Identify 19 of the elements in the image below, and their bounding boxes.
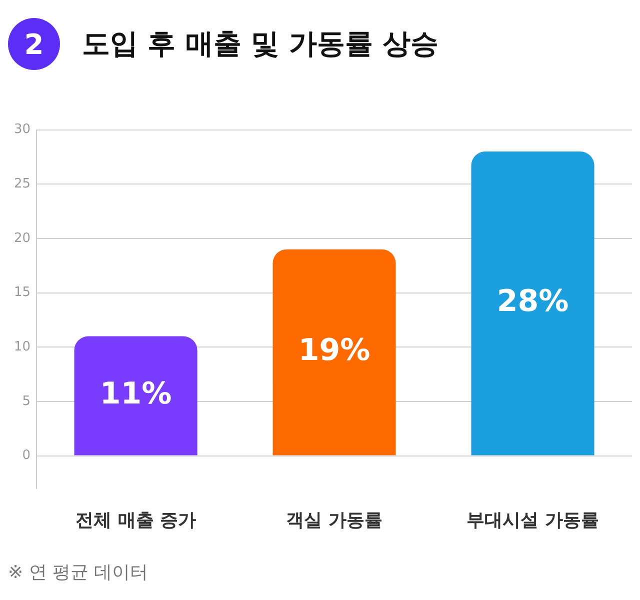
- x-tick-label: 부대시설 가동률: [466, 510, 599, 531]
- x-tick-label: 전체 매출 증가: [76, 510, 196, 531]
- y-tick-label: 25: [14, 176, 31, 192]
- x-tick-label: 객실 가동률: [286, 510, 382, 531]
- data-label: 11%: [100, 376, 172, 412]
- y-tick-label: 15: [14, 285, 31, 300]
- y-tick-label: 0: [22, 448, 31, 464]
- data-label: 28%: [496, 284, 569, 320]
- number-badge: 2: [8, 18, 60, 70]
- y-tick-label: 20: [14, 230, 31, 246]
- y-tick-label: 30: [14, 122, 31, 138]
- chart-title: 도입 후 매출 및 가동률 상승: [82, 26, 439, 62]
- bar: [272, 249, 396, 456]
- text: ※ 연 평균 데이터: [8, 561, 150, 584]
- y-tick-label: 5: [22, 394, 31, 409]
- y-tick-label: 10: [14, 340, 31, 355]
- bar: [471, 152, 594, 456]
- data-label: 19%: [298, 333, 370, 368]
- bar: [74, 336, 198, 456]
